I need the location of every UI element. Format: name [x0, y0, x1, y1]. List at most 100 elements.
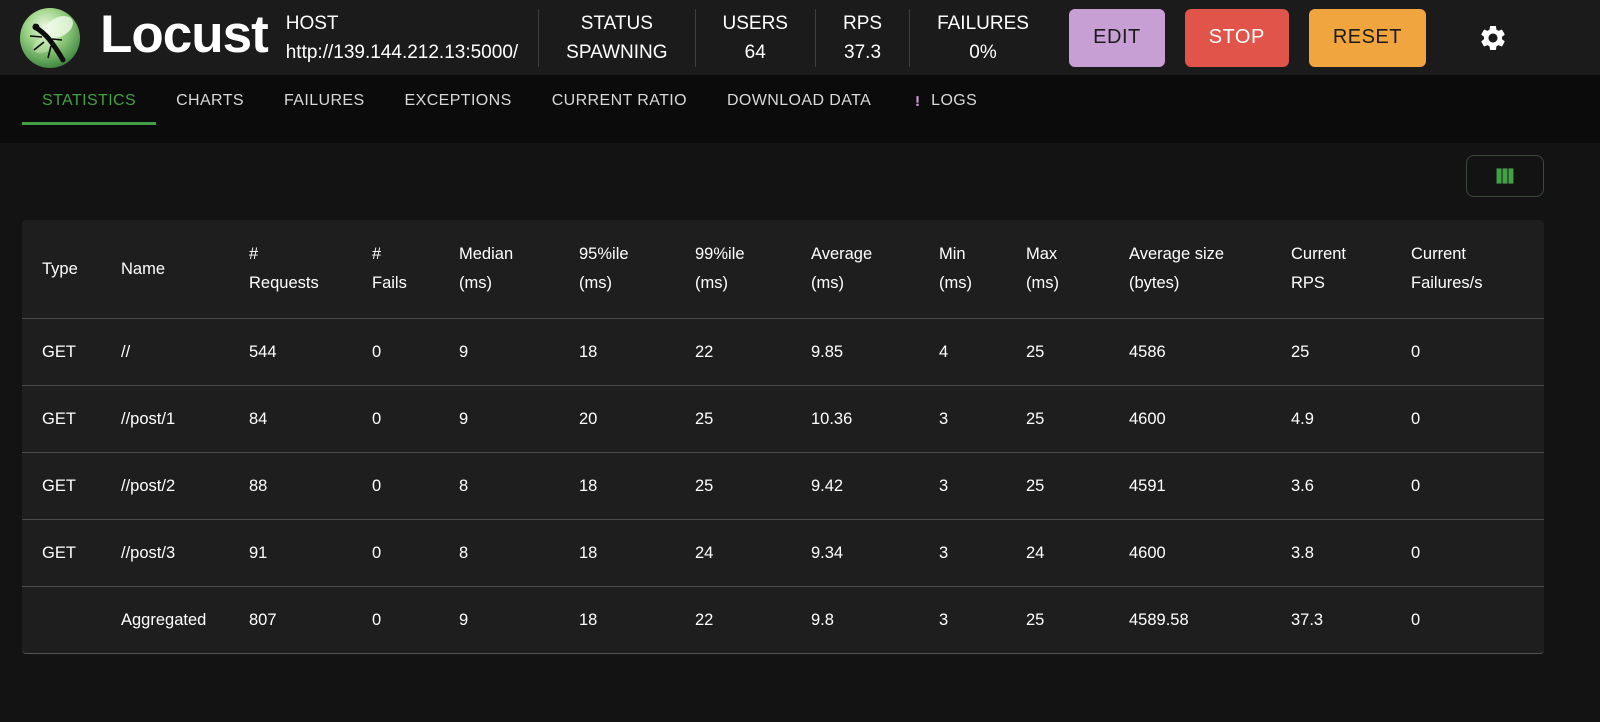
reset-button[interactable]: RESET [1308, 8, 1426, 67]
column-header[interactable]: Current Failures/s [1411, 245, 1483, 292]
table-cell: 4600 [1129, 410, 1166, 428]
table-cell: 22 [695, 343, 714, 361]
tab-label: CHARTS [176, 92, 244, 109]
exclamation-icon [916, 96, 919, 107]
table-cell: GET [42, 544, 76, 562]
tab-statistics[interactable]: STATISTICS [22, 75, 157, 127]
table-cell: 0 [1411, 611, 1421, 629]
column-header[interactable]: # Fails [372, 245, 407, 292]
table-cell: 3.8 [1291, 544, 1314, 562]
tab-charts[interactable]: CHARTS [156, 75, 264, 127]
stat-value: 37.3 [844, 41, 882, 63]
view-columns-icon [1496, 168, 1514, 184]
table-cell: 25 [1026, 611, 1045, 629]
header-stats: STATUS SPAWNING USERS 64 RPS 37.3 FAILURES 0% [538, 0, 1056, 75]
table-cell: //post/3 [121, 544, 176, 562]
tab-label: DOWNLOAD DATA [726, 92, 872, 109]
stat-failures: FAILURES 0% [909, 8, 1056, 67]
table-cell: 0 [1411, 477, 1421, 495]
table-cell: 18 [579, 343, 598, 361]
table-cell: //post/1 [121, 410, 176, 428]
tab-download-data[interactable]: DOWNLOAD DATA [707, 75, 891, 127]
stat-label: USERS [722, 12, 788, 34]
table-cell: 9 [459, 611, 469, 629]
stat-value: SPAWNING [566, 41, 668, 63]
table-cell: 9 [459, 410, 469, 428]
app-title: Locust [100, 5, 269, 64]
tab-logs[interactable]: LOGS [891, 75, 997, 127]
table-cell: 0 [1411, 544, 1421, 562]
table-cell: 807 [249, 611, 277, 629]
table-cell: GET [42, 343, 76, 361]
table-cell: 84 [249, 410, 268, 428]
table-cell: 0 [372, 544, 382, 562]
column-selector-button[interactable] [1466, 155, 1544, 197]
table-cell: 22 [695, 611, 714, 629]
table-cell: 88 [249, 477, 268, 495]
statistics-table: Type Name # Requests # Fails Median (ms) 95%ile(… [22, 220, 1544, 653]
table-cell: 18 [579, 611, 598, 629]
active-tab-indicator [22, 122, 157, 125]
table-cell: 3 [939, 410, 949, 428]
host-block: HOST http://139.144.212.13:5000/ [286, 9, 518, 67]
host-value: http://139.144.212.13:5000/ [285, 41, 519, 63]
table-cell: 91 [249, 544, 268, 562]
table-cell: 9.8 [811, 611, 834, 629]
table-cell: 4600 [1129, 544, 1166, 562]
table-cell: 4591 [1129, 477, 1166, 495]
table-cell: 0 [372, 611, 382, 629]
table-cell: 0 [1411, 343, 1421, 361]
table-cell: 0 [372, 477, 382, 495]
column-header[interactable]: 99%ile (ms) [695, 245, 745, 292]
table-cell: 37.3 [1291, 611, 1324, 629]
table-cell: 4.9 [1291, 410, 1314, 428]
column-header[interactable]: Average (ms) [811, 245, 873, 292]
table-cell: 25 [1026, 343, 1045, 361]
gear-icon [1481, 25, 1505, 50]
column-header[interactable]: Min (ms) [939, 245, 972, 292]
table-cell: 3 [939, 544, 949, 562]
settings-button[interactable] [1478, 23, 1508, 53]
table-cell: 4589.58 [1129, 611, 1189, 629]
edit-button[interactable]: EDIT [1069, 8, 1165, 67]
table-cell: 9.85 [811, 343, 844, 361]
app-header: Locust HOST http://139.144.212.13:5000/ … [0, 0, 1600, 75]
tab-bar: STATISTICS CHARTS FAILURES EXCEPTIONS CURREN… [0, 75, 1600, 143]
table-cell: 0 [372, 410, 382, 428]
table-toolbar [22, 155, 1544, 197]
column-header[interactable]: 95%ile (ms) [579, 245, 629, 292]
stat-label: STATUS [580, 12, 653, 34]
table-cell: GET [42, 410, 76, 428]
column-header[interactable]: Current RPS [1291, 245, 1347, 292]
locust-logo[interactable] [18, 6, 82, 70]
table-cell: //post/2 [121, 477, 176, 495]
table-cell: 3 [939, 477, 949, 495]
statistics-table-card: Type Name # Requests # Fails Median (ms) 95%ile(… [22, 220, 1544, 654]
stop-button[interactable]: STOP [1184, 8, 1289, 67]
stat-value: 0% [969, 41, 997, 63]
column-header[interactable]: # Requests [249, 245, 319, 292]
table-cell: 18 [579, 477, 598, 495]
table-cell: 25 [695, 410, 714, 428]
stat-label: FAILURES [937, 12, 1029, 34]
table-cell: GET [42, 477, 76, 495]
tab-label: FAILURES [283, 92, 365, 109]
column-header[interactable]: Max (ms) [1026, 245, 1059, 292]
tab-exceptions[interactable]: EXCEPTIONS [385, 75, 532, 127]
table-cell: 3.6 [1291, 477, 1314, 495]
table-cell: 25 [1026, 477, 1045, 495]
tab-current-ratio[interactable]: CURRENT RATIO [532, 75, 707, 127]
stat-status: STATUS SPAWNING [538, 8, 694, 67]
column-header[interactable]: Type [42, 259, 78, 278]
table-cell: 9 [459, 343, 469, 361]
table-cell: 8 [459, 544, 469, 562]
table-cell: 25 [1291, 343, 1310, 361]
table-cell: 0 [372, 343, 382, 361]
column-header[interactable]: Median (ms) [459, 245, 514, 292]
column-header[interactable]: Name [121, 259, 166, 278]
tab-failures[interactable]: FAILURES [264, 75, 385, 127]
table-cell: 0 [1411, 410, 1421, 428]
table-cell: 24 [695, 544, 714, 562]
table-cell: 4 [939, 343, 949, 361]
column-header[interactable]: Average size (bytes) [1129, 245, 1225, 292]
